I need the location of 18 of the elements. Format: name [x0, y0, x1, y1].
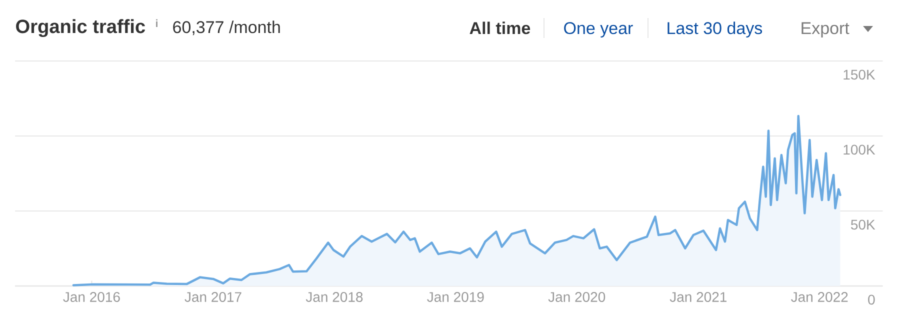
x-tick-label: Jan 2019 — [427, 292, 484, 302]
y-tick-label: 100K — [844, 144, 876, 155]
text: Last 30 days — [668, 22, 762, 38]
x-tick-label: Jan 2018 — [306, 292, 363, 302]
text: Export — [802, 22, 850, 38]
y-tick-label: 50K — [850, 220, 876, 230]
chart-title: Organic traffic — [16, 19, 146, 38]
y-tick-label: 0 — [868, 294, 875, 305]
x-tick-label: Jan 2020 — [548, 292, 606, 302]
x-tick-label: Jan 2016 — [63, 292, 120, 302]
x-tick-label: Jan 2021 — [670, 292, 726, 302]
text: One year — [564, 22, 633, 38]
x-tick-label: Jan 2022 — [791, 292, 848, 302]
chart-subtitle: 60,377 /month — [173, 20, 280, 36]
text: All time — [470, 22, 530, 34]
y-tick-label: 150K — [844, 70, 876, 80]
text: i — [156, 19, 158, 27]
x-tick-label: Jan 2017 — [184, 292, 242, 302]
